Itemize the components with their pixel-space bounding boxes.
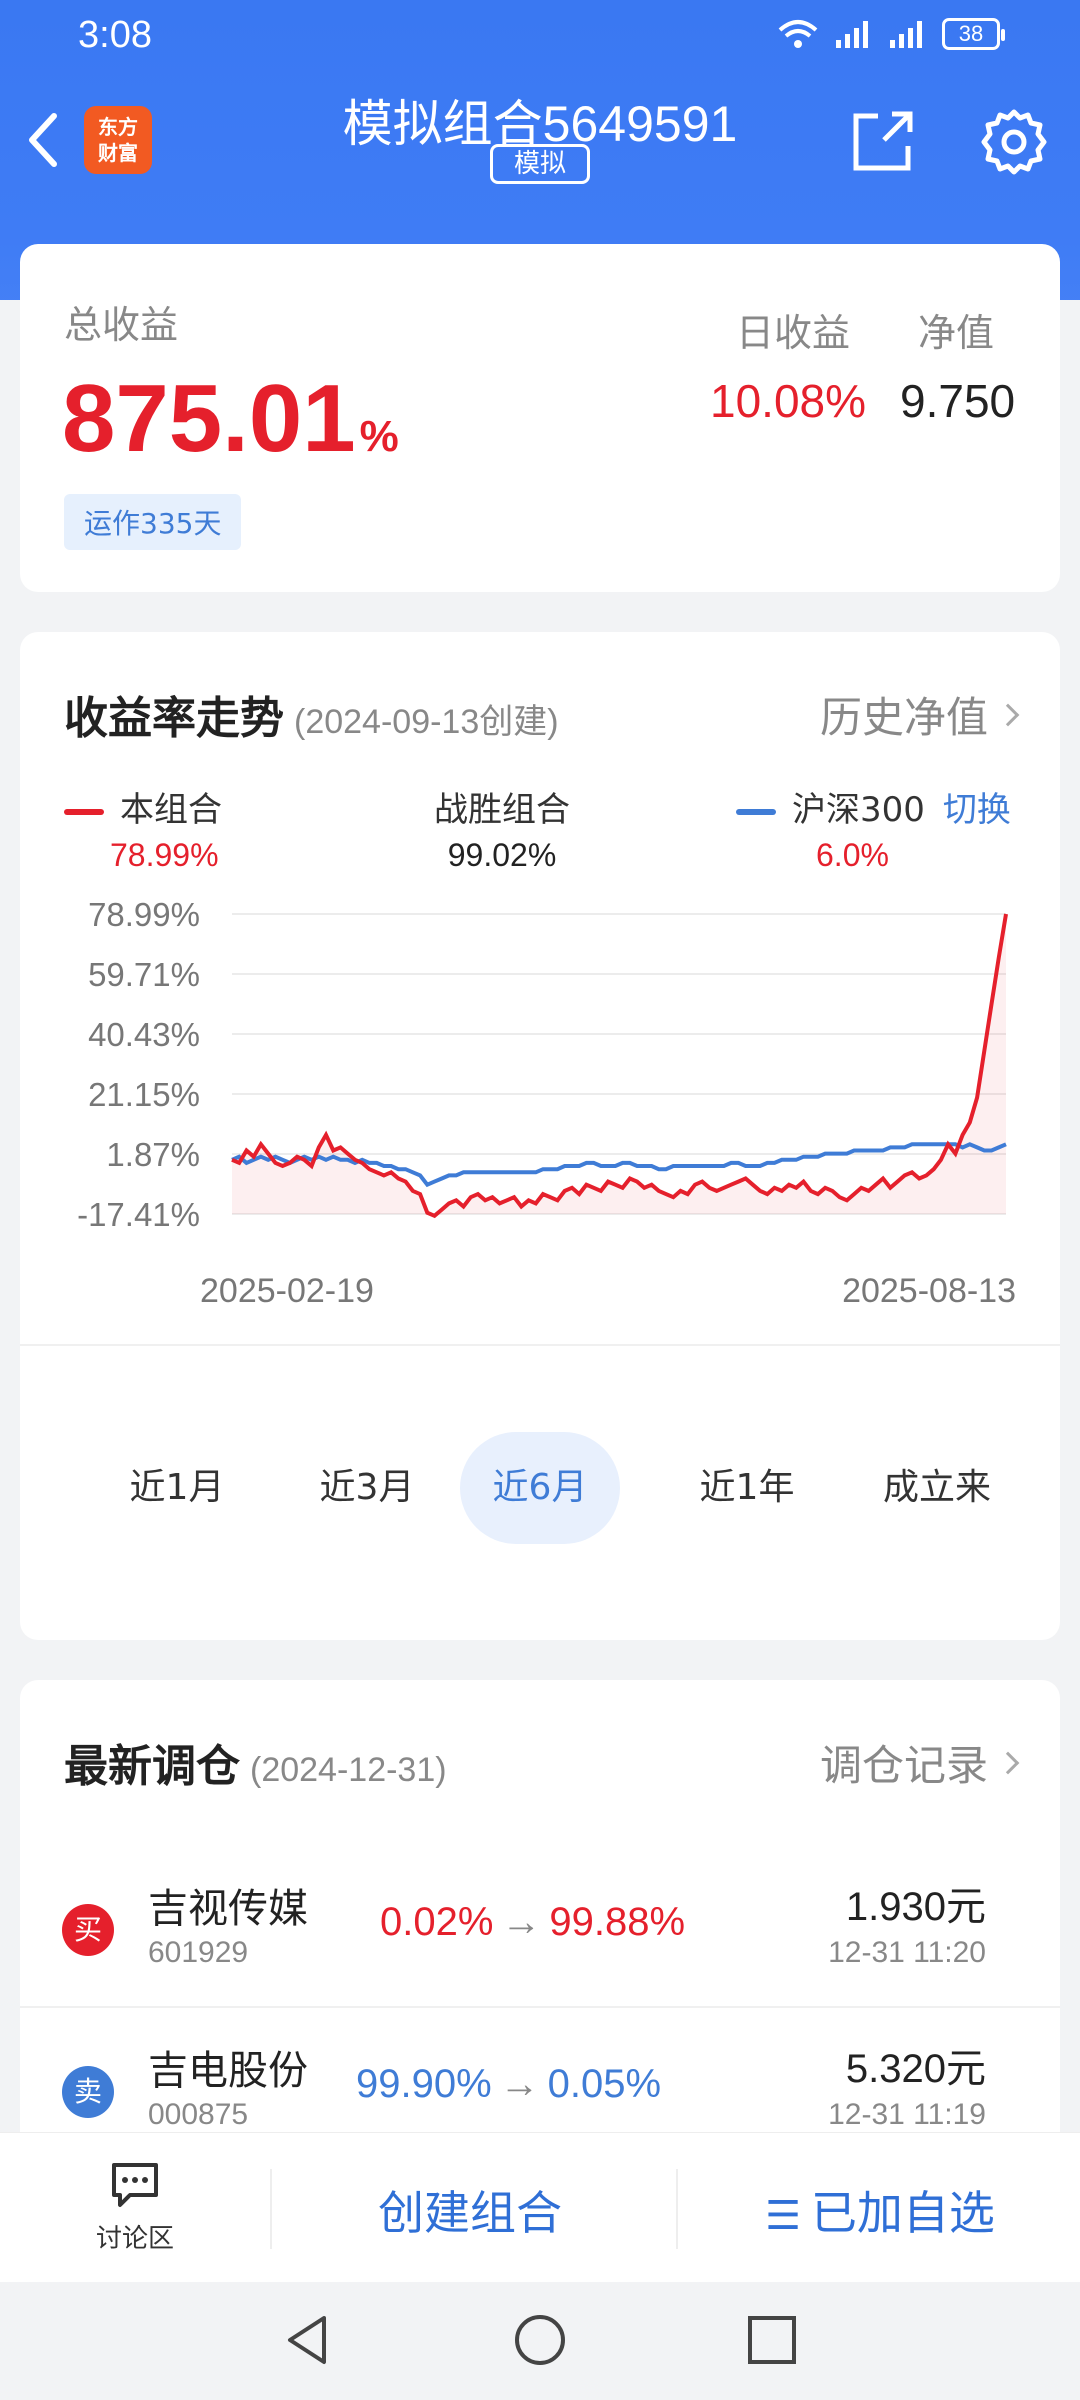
history-nav-link[interactable]: 历史净值 — [820, 684, 1020, 745]
tab-3m[interactable]: 近3月 — [319, 1467, 415, 1508]
stock-name: 吉视传媒 — [148, 1886, 308, 1932]
tab-1y[interactable]: 近1年 — [699, 1467, 795, 1508]
gear-icon[interactable] — [978, 106, 1050, 178]
stock-code: 601929 — [148, 1936, 249, 1969]
signal-icon — [836, 21, 868, 48]
status-icons: 38 — [776, 18, 1005, 50]
chevron-right-icon — [996, 1751, 1020, 1774]
trend-title: 收益率走势 (2024-09-13创建) — [64, 693, 559, 744]
run-days-badge: 运作335天 — [64, 494, 242, 550]
total-return-label: 总收益 — [64, 303, 179, 347]
trade-price: 1.930元 — [845, 1885, 986, 1929]
portfolio-area — [232, 914, 1006, 1216]
x-axis-start: 2025-02-19 — [200, 1272, 374, 1310]
share-icon[interactable] — [848, 106, 918, 176]
signal-icon-2 — [890, 21, 922, 48]
legend-portfolio: 本组合 78.99% — [64, 782, 222, 874]
sell-badge: 卖 — [62, 2066, 114, 2118]
trade-time: 12-31 11:19 — [828, 2098, 986, 2131]
simulated-tag: 模拟 — [490, 144, 590, 184]
weight-change: 0.02% → 99.88% — [380, 1900, 686, 1944]
daily-return-value: 10.08% — [710, 375, 867, 427]
rebalance-card: 最新调仓 (2024-12-31) 调仓记录 买 吉视传媒 601929 0.02… — [20, 1680, 1060, 2140]
buy-badge: 买 — [62, 1904, 114, 1956]
return-chart: 78.99% 59.71% 40.43% 21.15% 1.87% -17.41% — [77, 902, 1008, 1233]
total-return-value: 875.01% — [62, 365, 399, 472]
legend-beat: 战胜组合 99.02% — [434, 790, 570, 873]
tab-since-inception[interactable]: 成立来 — [882, 1467, 991, 1508]
y-tick-label: 1.87% — [106, 1136, 200, 1173]
y-tick-label: 40.43% — [88, 1016, 200, 1053]
weight-change: 99.90% → 0.05% — [356, 2062, 662, 2106]
y-tick-label: 59.71% — [88, 956, 200, 993]
y-tick-label: 21.15% — [88, 1076, 200, 1113]
discussion-button[interactable]: 讨论区 — [60, 2161, 210, 2255]
trade-row[interactable]: 买 吉视传媒 601929 0.02% → 99.88% 1.930元 12-31 … — [20, 1848, 1060, 2008]
back-icon[interactable] — [22, 108, 66, 172]
trade-time: 12-31 11:20 — [828, 1936, 986, 1969]
wifi-icon — [778, 20, 818, 48]
trade-price: 5.320元 — [845, 2047, 986, 2091]
bottom-action-bar: 讨论区 创建组合 ☰ 已加自选 — [0, 2132, 1080, 2282]
create-portfolio-button[interactable]: 创建组合 — [378, 2186, 562, 2240]
back-nav-icon[interactable] — [280, 2312, 336, 2368]
tab-6m[interactable]: 近6月 — [460, 1432, 620, 1544]
legend-index: 沪深300 切换 6.0% — [736, 782, 1011, 874]
battery-icon: 38 — [942, 18, 1005, 50]
system-nav-bar — [0, 2282, 1080, 2400]
rebalance-title: 最新调仓 (2024-12-31) — [64, 1741, 447, 1792]
switch-benchmark-button[interactable]: 切换 — [942, 790, 1011, 830]
trend-card: 收益率走势 (2024-09-13创建) 历史净值 本组合 78.99% 战胜组合… — [20, 632, 1060, 1640]
list-icon: ☰ — [765, 2193, 801, 2239]
tab-1m[interactable]: 近1月 — [129, 1467, 225, 1508]
watchlist-button[interactable]: ☰ 已加自选 — [765, 2186, 995, 2240]
eastmoney-logo: 东方 财富 — [84, 106, 152, 174]
stock-name: 吉电股份 — [148, 2048, 308, 2094]
page-title: 模拟组合5649591 — [342, 96, 738, 152]
nav-label: 净值 — [918, 311, 995, 355]
y-tick-label: 78.99% — [88, 902, 200, 933]
status-time: 3:08 — [78, 14, 152, 56]
chat-icon — [112, 2163, 158, 2207]
chevron-right-icon — [996, 703, 1020, 726]
trade-row[interactable]: 卖 吉电股份 000875 99.90% → 0.05% 5.320元 12-31 … — [20, 2010, 1060, 2140]
home-nav-icon[interactable] — [512, 2312, 568, 2368]
status-bar: 3:08 38 — [0, 0, 1080, 72]
daily-return-label: 日收益 — [736, 311, 851, 355]
summary-card: 总收益 875.01% 运作335天 日收益 净值 10.08% 9.750 — [20, 244, 1060, 592]
y-tick-label: -17.41% — [77, 1196, 200, 1233]
recents-nav-icon[interactable] — [744, 2312, 800, 2368]
nav-value: 9.750 — [900, 375, 1016, 427]
stock-code: 000875 — [148, 2098, 249, 2131]
rebalance-record-link[interactable]: 调仓记录 — [820, 1732, 1020, 1793]
nav-bar: 东方 财富 模拟组合5649591 模拟 — [0, 80, 1080, 200]
portfolio-line — [231, 913, 1008, 1219]
x-axis-end: 2025-08-13 — [842, 1272, 1016, 1310]
